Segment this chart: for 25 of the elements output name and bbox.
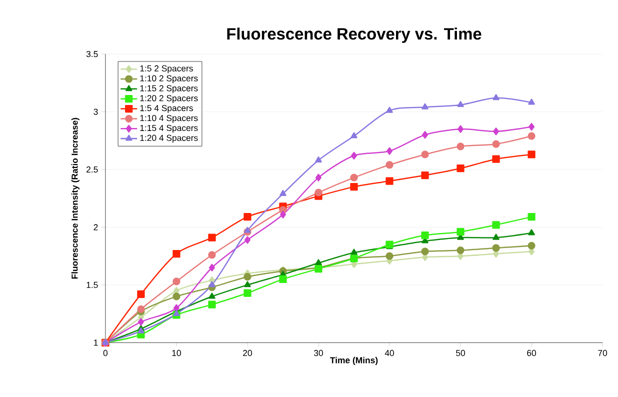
y-tick-label: 1.5 <box>86 282 98 288</box>
x-tick-label: 50 <box>456 350 466 356</box>
y-axis-title: Fluorescence Intensity (Ratio Increase) <box>71 118 80 279</box>
x-tick-label: 0 <box>103 350 108 356</box>
x-tick-label: 70 <box>598 350 608 356</box>
x-tick-label: 10 <box>172 350 181 356</box>
legend-label: 1:15 2 Spacers <box>140 85 198 94</box>
x-axis-title: Time (Mins) <box>330 357 378 366</box>
legend-label: 1:20 4 Spacers <box>140 134 198 143</box>
y-tick-label: 3 <box>94 108 98 115</box>
x-tick-label: 30 <box>314 350 323 356</box>
y-tick-label: 3.5 <box>86 51 98 58</box>
y-tick-label: 2.5 <box>86 166 98 173</box>
legend-label: 1:5 2 Spacers <box>140 65 193 74</box>
x-tick-label: 60 <box>527 350 536 356</box>
legend-label: 1:5 4 Spacers <box>140 105 193 114</box>
y-tick-label: 2 <box>94 224 98 230</box>
legend-label: 1:10 2 Spacers <box>140 75 198 84</box>
x-tick-label: 20 <box>243 350 252 356</box>
legend-label: 1:10 4 Spacers <box>140 115 198 123</box>
legend-label: 1:15 4 Spacers <box>140 125 198 133</box>
x-tick-label: 40 <box>384 350 394 356</box>
y-tick-label: 1 <box>94 340 98 346</box>
chart-title: Fluorescence Recovery vs. Time <box>227 28 482 44</box>
legend-label: 1:20 2 Spacers <box>140 95 198 104</box>
